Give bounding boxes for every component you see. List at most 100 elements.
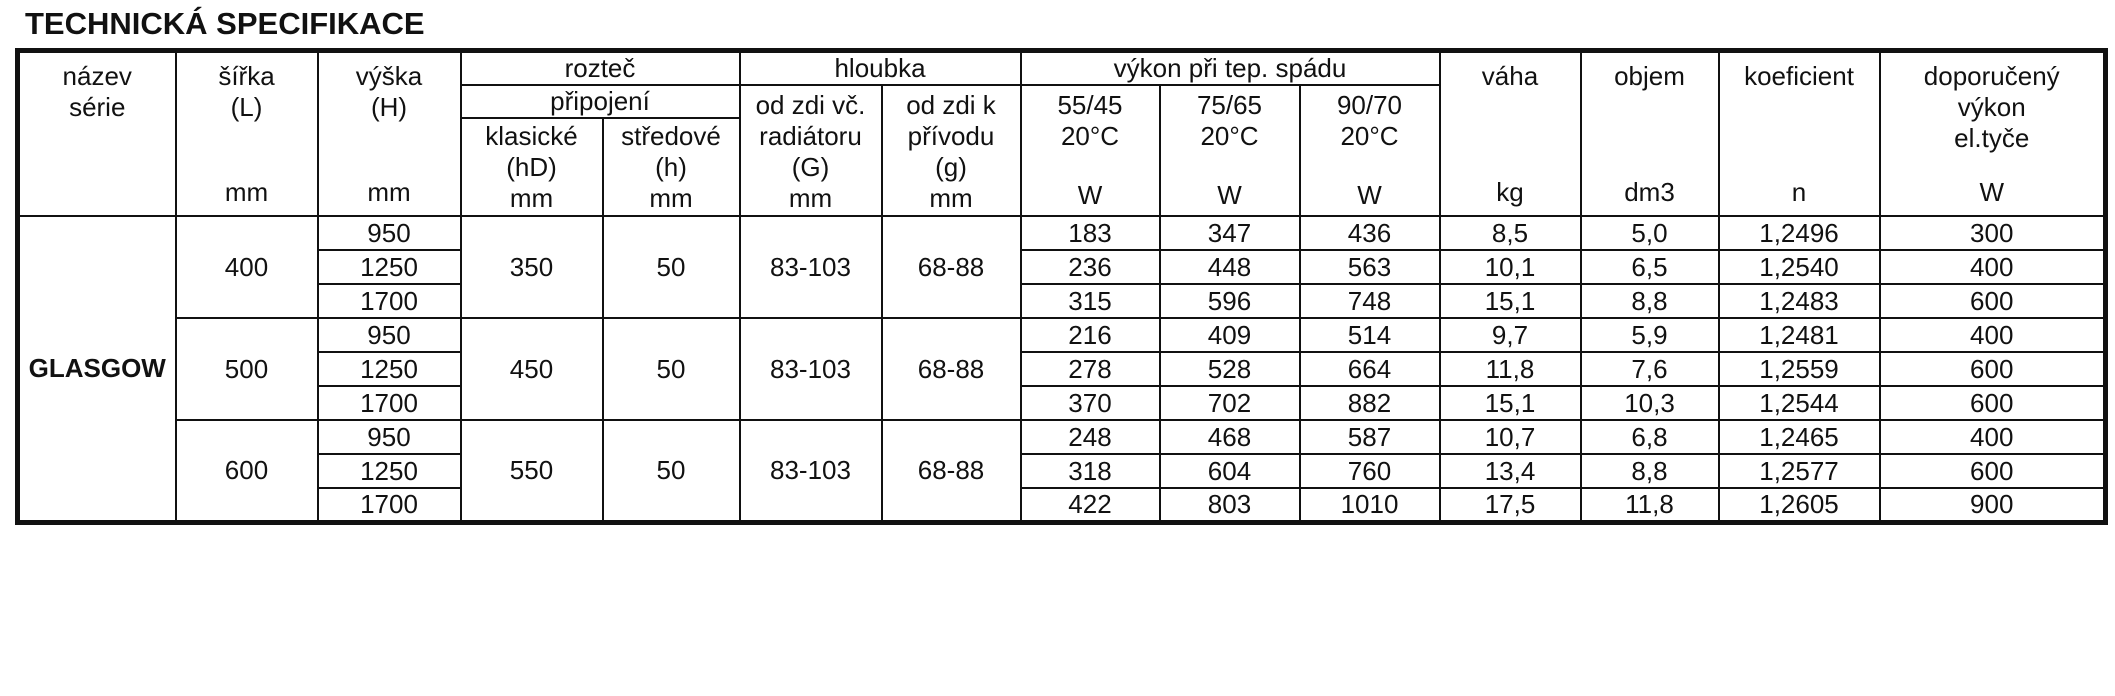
data-cell-w5545: 370 [1019, 385, 1161, 421]
col-header-temp-90-70: 90/70 20°C W [1298, 84, 1441, 217]
header-line: klasické [485, 121, 578, 151]
data-cell-koeficient: 1,2481 [1717, 317, 1881, 353]
group-header-hloubka: hloubka [738, 49, 1022, 86]
header-unit: W [1217, 180, 1242, 210]
data-cell-w9070: 748 [1298, 283, 1441, 319]
data-cell-stredove: 50 [601, 419, 741, 524]
data-cell-hloubka-gg: 68-88 [880, 317, 1022, 421]
col-header-temp-55-45: 55/45 20°C W [1019, 84, 1161, 217]
data-cell-koeficient: 1,2605 [1717, 487, 1881, 524]
data-cell-vyska: 1250 [316, 351, 462, 387]
data-cell-w9070: 760 [1298, 453, 1441, 489]
data-cell-klasicke: 350 [459, 215, 604, 319]
header-line: od zdi vč. [755, 90, 866, 120]
header-line: výška [355, 60, 423, 91]
header-line: 75/65 [1196, 90, 1263, 120]
data-cell-vyska: 950 [316, 317, 462, 353]
data-cell-objem: 11,8 [1579, 487, 1720, 524]
data-cell-w7565: 468 [1158, 419, 1301, 455]
data-cell-vaha: 10,1 [1438, 249, 1582, 285]
data-cell-koeficient: 1,2496 [1717, 215, 1881, 251]
data-cell-klasicke: 550 [459, 419, 604, 524]
data-cell-w5545: 248 [1019, 419, 1161, 455]
data-cell-w7565: 803 [1158, 487, 1301, 524]
data-cell-objem: 5,0 [1579, 215, 1720, 251]
data-cell-objem: 8,8 [1579, 283, 1720, 319]
header-unit: mm [509, 183, 554, 213]
data-cell-objem: 7,6 [1579, 351, 1720, 387]
header-line: název [62, 60, 132, 91]
header-line: doporučený [1923, 60, 2060, 91]
data-cell-stredove: 50 [601, 215, 741, 319]
data-cell-vyska: 1700 [316, 487, 462, 524]
header-line: od zdi k [906, 90, 996, 120]
data-cell-vyska: 1250 [316, 249, 462, 285]
data-cell-el-vykon: 600 [1878, 453, 2107, 489]
data-cell-w7565: 596 [1158, 283, 1301, 319]
header-unit: dm3 [1624, 176, 1675, 207]
data-cell-hloubka-g: 83-103 [738, 419, 883, 524]
data-cell-w5545: 236 [1019, 249, 1161, 285]
col-header-objem: objem dm3 [1579, 49, 1720, 217]
data-cell-el-vykon: 400 [1878, 419, 2107, 455]
header-line: středové [621, 121, 721, 151]
header-unit: W [1979, 176, 2005, 207]
data-cell-w7565: 604 [1158, 453, 1301, 489]
header-unit: W [1077, 180, 1103, 210]
header-unit: W [1357, 180, 1382, 210]
header-line: el.tyče [1954, 122, 2030, 153]
header-line: (G) [791, 152, 830, 182]
col-header-koeficient: koeficient n [1717, 49, 1881, 217]
data-cell-w7565: 409 [1158, 317, 1301, 353]
data-cell-klasicke: 450 [459, 317, 604, 421]
header-unit: kg [1496, 176, 1524, 207]
data-cell-w5545: 183 [1019, 215, 1161, 251]
data-cell-koeficient: 1,2540 [1717, 249, 1881, 285]
header-line: výkon [1957, 91, 2026, 122]
data-cell-w5545: 278 [1019, 351, 1161, 387]
data-cell-sirka: 500 [174, 317, 319, 421]
data-cell-hloubka-g: 83-103 [738, 215, 883, 319]
header-line: (hD) [506, 152, 557, 182]
data-cell-w7565: 347 [1158, 215, 1301, 251]
data-cell-el-vykon: 400 [1878, 317, 2107, 353]
data-cell-vyska: 950 [316, 419, 462, 455]
header-line: radiátoru [759, 121, 862, 151]
data-cell-koeficient: 1,2577 [1717, 453, 1881, 489]
data-cell-el-vykon: 600 [1878, 385, 2107, 421]
header-line: 55/45 [1057, 90, 1123, 120]
page-title: TECHNICKÁ SPECIFIKACE [25, 6, 425, 41]
header-line: přívodu [907, 121, 995, 151]
header-lines: název série [63, 61, 132, 123]
col-header-doporuceny-vykon: doporučený výkon el.tyče W [1878, 49, 2107, 217]
data-cell-objem: 8,8 [1579, 453, 1720, 489]
data-cell-w5545: 315 [1019, 283, 1161, 319]
header-line: koeficient [1744, 60, 1854, 91]
col-header-vaha: váha kg [1438, 49, 1582, 217]
data-cell-w9070: 436 [1298, 215, 1441, 251]
header-line: 20°C [1060, 121, 1120, 151]
data-cell-koeficient: 1,2465 [1717, 419, 1881, 455]
data-cell-vaha: 17,5 [1438, 487, 1582, 524]
header-unit: mm [367, 176, 411, 207]
data-cell-w9070: 664 [1298, 351, 1441, 387]
spec-table: název série šířka (L) mm výška (H) [15, 48, 2108, 525]
data-cell-w9070: 587 [1298, 419, 1441, 455]
data-cell-w7565: 702 [1158, 385, 1301, 421]
data-cell-vaha: 13,4 [1438, 453, 1582, 489]
data-cell-w9070: 514 [1298, 317, 1441, 353]
data-cell-objem: 10,3 [1579, 385, 1720, 421]
data-cell-vyska: 1700 [316, 283, 462, 319]
data-cell-w7565: 448 [1158, 249, 1301, 285]
data-cell-vaha: 10,7 [1438, 419, 1582, 455]
data-cell-koeficient: 1,2559 [1717, 351, 1881, 387]
data-cell-hloubka-g: 83-103 [738, 317, 883, 421]
col-header-stredove: středové (h) mm [601, 117, 741, 217]
header-line: (g) [935, 152, 967, 182]
data-cell-hloubka-gg: 68-88 [880, 215, 1022, 319]
header-line: 20°C [1200, 121, 1259, 151]
data-cell-el-vykon: 900 [1878, 487, 2107, 524]
data-cell-el-vykon: 300 [1878, 215, 2107, 251]
col-header-vyska: výška (H) mm [316, 49, 462, 217]
header-line: 90/70 [1336, 90, 1403, 120]
